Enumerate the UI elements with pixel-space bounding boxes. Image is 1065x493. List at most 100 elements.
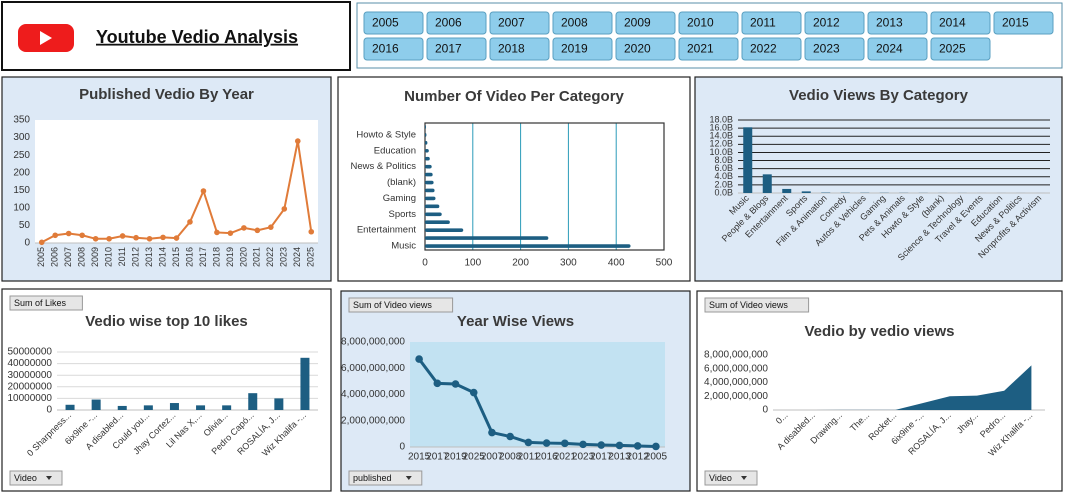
- x-tick-label: 2017: [590, 452, 613, 463]
- plot-area: [35, 120, 318, 243]
- field-button-label[interactable]: Sum of Video views: [353, 300, 432, 310]
- marker: [433, 379, 442, 388]
- chart-title: Year Wise Views: [457, 313, 574, 330]
- marker: [146, 235, 153, 242]
- marker: [38, 239, 45, 246]
- field-button-label[interactable]: Video: [14, 473, 37, 483]
- marker: [633, 442, 642, 450]
- year-button[interactable]: [741, 37, 802, 61]
- field-button[interactable]: [348, 470, 423, 486]
- year-button-label[interactable]: 2006: [435, 16, 462, 30]
- y-tick-label: 4.0B: [714, 171, 733, 181]
- filter-arrow[interactable]: [405, 476, 412, 480]
- year-button[interactable]: [426, 11, 487, 35]
- marker: [133, 234, 139, 241]
- field-button[interactable]: [704, 470, 758, 486]
- x-tick-label: 2022: [265, 247, 275, 267]
- year-button-label[interactable]: 2024: [876, 42, 903, 56]
- x-tick-label: 2015: [171, 247, 181, 267]
- x-tick-label: 2007: [63, 247, 73, 267]
- year-button-label[interactable]: 2012: [813, 16, 840, 30]
- year-button-label[interactable]: 2013: [876, 16, 903, 30]
- year-button[interactable]: [678, 37, 739, 61]
- y-tick-label: 250: [13, 150, 30, 161]
- marker: [579, 440, 587, 449]
- marker: [506, 432, 514, 441]
- x-tick-label: 2008: [77, 247, 87, 267]
- x-tick-label: 2013: [144, 247, 154, 267]
- field-button[interactable]: [348, 297, 454, 313]
- year-button[interactable]: [741, 11, 802, 35]
- year-button-label[interactable]: 2014: [939, 16, 966, 30]
- bar: [91, 399, 101, 410]
- bar: [248, 393, 258, 410]
- field-button-label[interactable]: Sum of Likes: [14, 298, 67, 308]
- field-button[interactable]: [9, 295, 83, 311]
- year-button[interactable]: [804, 11, 865, 35]
- year-button[interactable]: [552, 11, 613, 35]
- year-button-label[interactable]: 2019: [561, 42, 588, 56]
- y-tick-label: 40000000: [8, 358, 53, 369]
- year-button[interactable]: [678, 11, 739, 35]
- bar: [782, 188, 792, 193]
- year-button-label[interactable]: 2020: [624, 42, 651, 56]
- bar: [425, 180, 434, 185]
- year-button-label[interactable]: 2018: [498, 42, 525, 56]
- marker: [294, 138, 301, 144]
- year-button-label[interactable]: 2021: [687, 42, 714, 56]
- year-button[interactable]: [867, 11, 928, 35]
- year-button[interactable]: [552, 37, 613, 61]
- field-button[interactable]: [704, 297, 810, 313]
- year-button-label[interactable]: 2005: [372, 16, 399, 30]
- year-button[interactable]: [363, 37, 424, 61]
- year-button-label[interactable]: 2009: [624, 16, 651, 30]
- bar: [425, 220, 450, 225]
- y-tick-label: 6,000,000,000: [704, 363, 768, 374]
- y-tick-label: 150: [13, 185, 30, 196]
- bar: [143, 405, 153, 410]
- bar: [743, 127, 753, 193]
- year-button-label[interactable]: 2017: [435, 42, 462, 56]
- year-button-label[interactable]: 2022: [750, 42, 777, 56]
- x-tick-label: 2021: [252, 247, 262, 267]
- year-button[interactable]: [930, 11, 991, 35]
- x-tick-label: 2024: [292, 247, 302, 267]
- field-button-label[interactable]: published: [353, 473, 392, 483]
- year-button[interactable]: [489, 11, 550, 35]
- year-button-label[interactable]: 2025: [939, 42, 966, 56]
- year-button-label[interactable]: 2023: [813, 42, 840, 56]
- marker: [173, 235, 180, 241]
- x-tick-label: 100: [464, 258, 481, 269]
- year-button[interactable]: [363, 11, 424, 35]
- filter-arrow[interactable]: [46, 476, 52, 480]
- year-button[interactable]: [615, 37, 676, 61]
- field-button-label[interactable]: Video: [709, 473, 732, 483]
- bar: [169, 403, 179, 410]
- year-button[interactable]: [489, 37, 550, 61]
- marker: [542, 439, 551, 447]
- year-button[interactable]: [993, 11, 1054, 35]
- bar: [196, 405, 206, 410]
- year-button-label[interactable]: 2015: [1002, 16, 1029, 30]
- marker: [227, 230, 234, 236]
- y-tick-label: 8,000,000,000: [704, 350, 768, 361]
- year-button-label[interactable]: 2010: [687, 16, 714, 30]
- y-tick-label: Entertainment: [357, 225, 417, 236]
- year-button[interactable]: [930, 37, 991, 61]
- marker: [65, 230, 72, 237]
- year-button-label[interactable]: 2007: [498, 16, 525, 30]
- x-tick-label: 2019: [444, 452, 467, 463]
- year-button[interactable]: [615, 11, 676, 35]
- year-button[interactable]: [426, 37, 487, 61]
- marker: [308, 228, 315, 235]
- field-button[interactable]: [9, 470, 63, 486]
- year-button-label[interactable]: 2008: [561, 16, 588, 30]
- year-button-label[interactable]: 2016: [372, 42, 399, 56]
- field-button-label[interactable]: Sum of Video views: [709, 300, 788, 310]
- filter-arrow[interactable]: [741, 476, 747, 480]
- year-button-label[interactable]: 2011: [750, 16, 776, 30]
- y-tick-label: 50: [19, 220, 31, 231]
- bar: [117, 405, 127, 410]
- year-button[interactable]: [804, 37, 865, 61]
- year-button[interactable]: [867, 37, 928, 61]
